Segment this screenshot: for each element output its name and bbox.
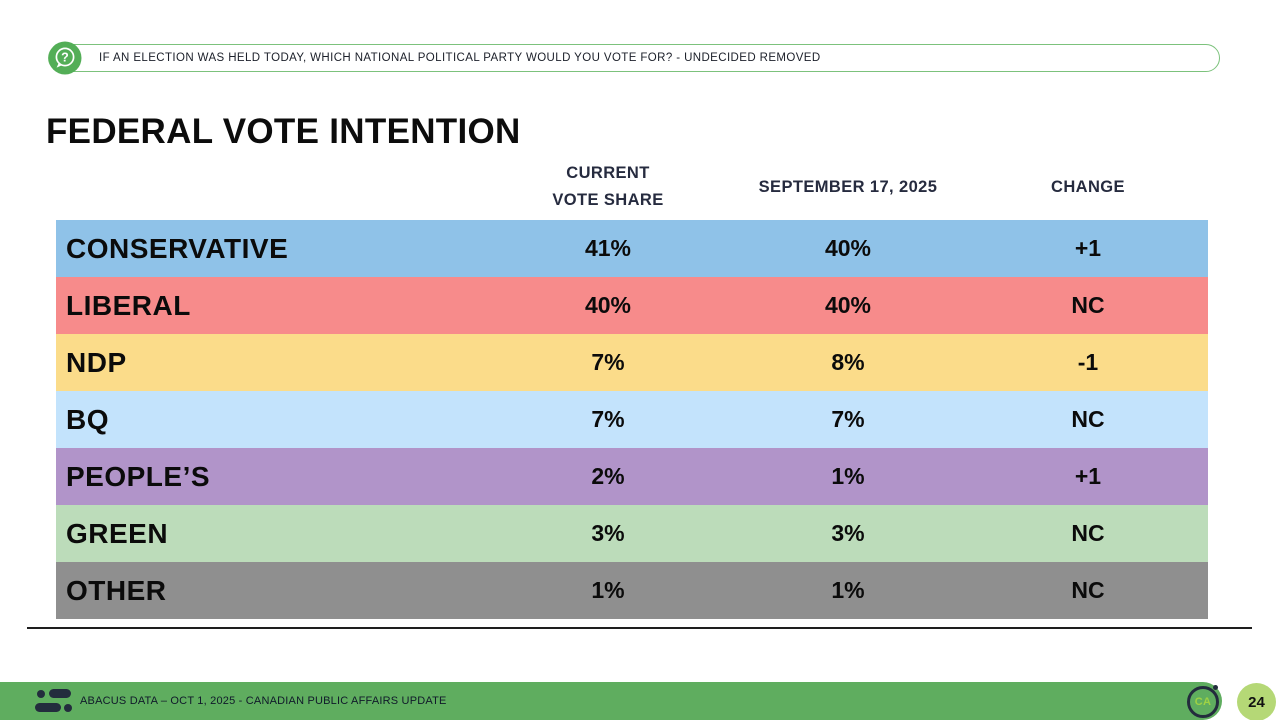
header-previous-date: SEPTEMBER 17, 2025: [758, 177, 938, 196]
bottom-divider-line: [27, 627, 1252, 629]
current-vote-share-value: 40%: [584, 292, 632, 318]
header-current-vote-share: CURRENT VOTE SHARE: [488, 160, 728, 213]
previous-vote-share-value: 40%: [824, 235, 872, 261]
svg-text:?: ?: [61, 50, 69, 64]
party-name: BQ: [66, 403, 109, 435]
previous-vote-share-value: 7%: [831, 406, 865, 432]
table-row: GREEN 3% 3% NC: [56, 505, 1208, 562]
abacus-data-logo-icon: [35, 688, 73, 715]
ca-badge-label: CA: [1194, 696, 1212, 708]
table-row: BQ 7% 7% NC: [56, 391, 1208, 448]
header-current-line1: CURRENT: [566, 164, 650, 183]
current-vote-share-value: 7%: [591, 349, 625, 375]
table-row: OTHER 1% 1% NC: [56, 562, 1208, 619]
previous-vote-share-value: 1%: [831, 577, 865, 603]
table-row: NDP 7% 8% -1: [56, 334, 1208, 391]
current-vote-share-value: 2%: [591, 463, 625, 489]
change-value: NC: [1071, 520, 1105, 546]
change-value: +1: [1074, 235, 1102, 261]
footer-text: ABACUS DATA – OCT 1, 2025 - CANADIAN PUB…: [80, 695, 447, 707]
page-number: 24: [1248, 693, 1265, 711]
change-value: -1: [1077, 349, 1099, 375]
ca-badge-icon: CA: [1187, 685, 1219, 718]
table-row: PEOPLE’S 2% 1% +1: [56, 448, 1208, 505]
previous-vote-share-value: 3%: [831, 520, 865, 546]
party-name: CONSERVATIVE: [66, 232, 289, 264]
previous-vote-share-value: 1%: [831, 463, 865, 489]
change-value: NC: [1071, 406, 1105, 432]
change-value: NC: [1071, 577, 1105, 603]
question-banner: IF AN ELECTION WAS HELD TODAY, WHICH NAT…: [48, 44, 1220, 72]
question-banner-text: IF AN ELECTION WAS HELD TODAY, WHICH NAT…: [99, 52, 821, 64]
footer-bar: ABACUS DATA – OCT 1, 2025 - CANADIAN PUB…: [0, 682, 1222, 720]
party-name: OTHER: [66, 574, 167, 606]
question-mark-icon: ?: [48, 41, 82, 75]
page-title: FEDERAL VOTE INTENTION: [46, 112, 521, 151]
current-vote-share-value: 7%: [591, 406, 625, 432]
change-value: NC: [1071, 292, 1105, 318]
header-current-line2: VOTE SHARE: [552, 191, 664, 209]
previous-vote-share-value: 40%: [824, 292, 872, 318]
previous-vote-share-value: 8%: [831, 349, 865, 375]
party-name: LIBERAL: [66, 289, 191, 321]
vote-intention-table: CONSERVATIVE 41% 40% +1 LIBERAL 40% 40% …: [56, 220, 1208, 619]
party-name: GREEN: [66, 517, 169, 549]
header-change: CHANGE: [1051, 177, 1125, 196]
table-header-row: CURRENT VOTE SHARE SEPTEMBER 17, 2025 CH…: [56, 158, 1208, 216]
current-vote-share-value: 3%: [591, 520, 625, 546]
change-value: +1: [1074, 463, 1102, 489]
current-vote-share-value: 1%: [591, 577, 625, 603]
current-vote-share-value: 41%: [584, 235, 632, 261]
table-row: CONSERVATIVE 41% 40% +1: [56, 220, 1208, 277]
table-row: LIBERAL 40% 40% NC: [56, 277, 1208, 334]
page-number-badge: 24: [1237, 683, 1276, 720]
party-name: PEOPLE’S: [66, 460, 211, 492]
party-name: NDP: [66, 346, 127, 378]
